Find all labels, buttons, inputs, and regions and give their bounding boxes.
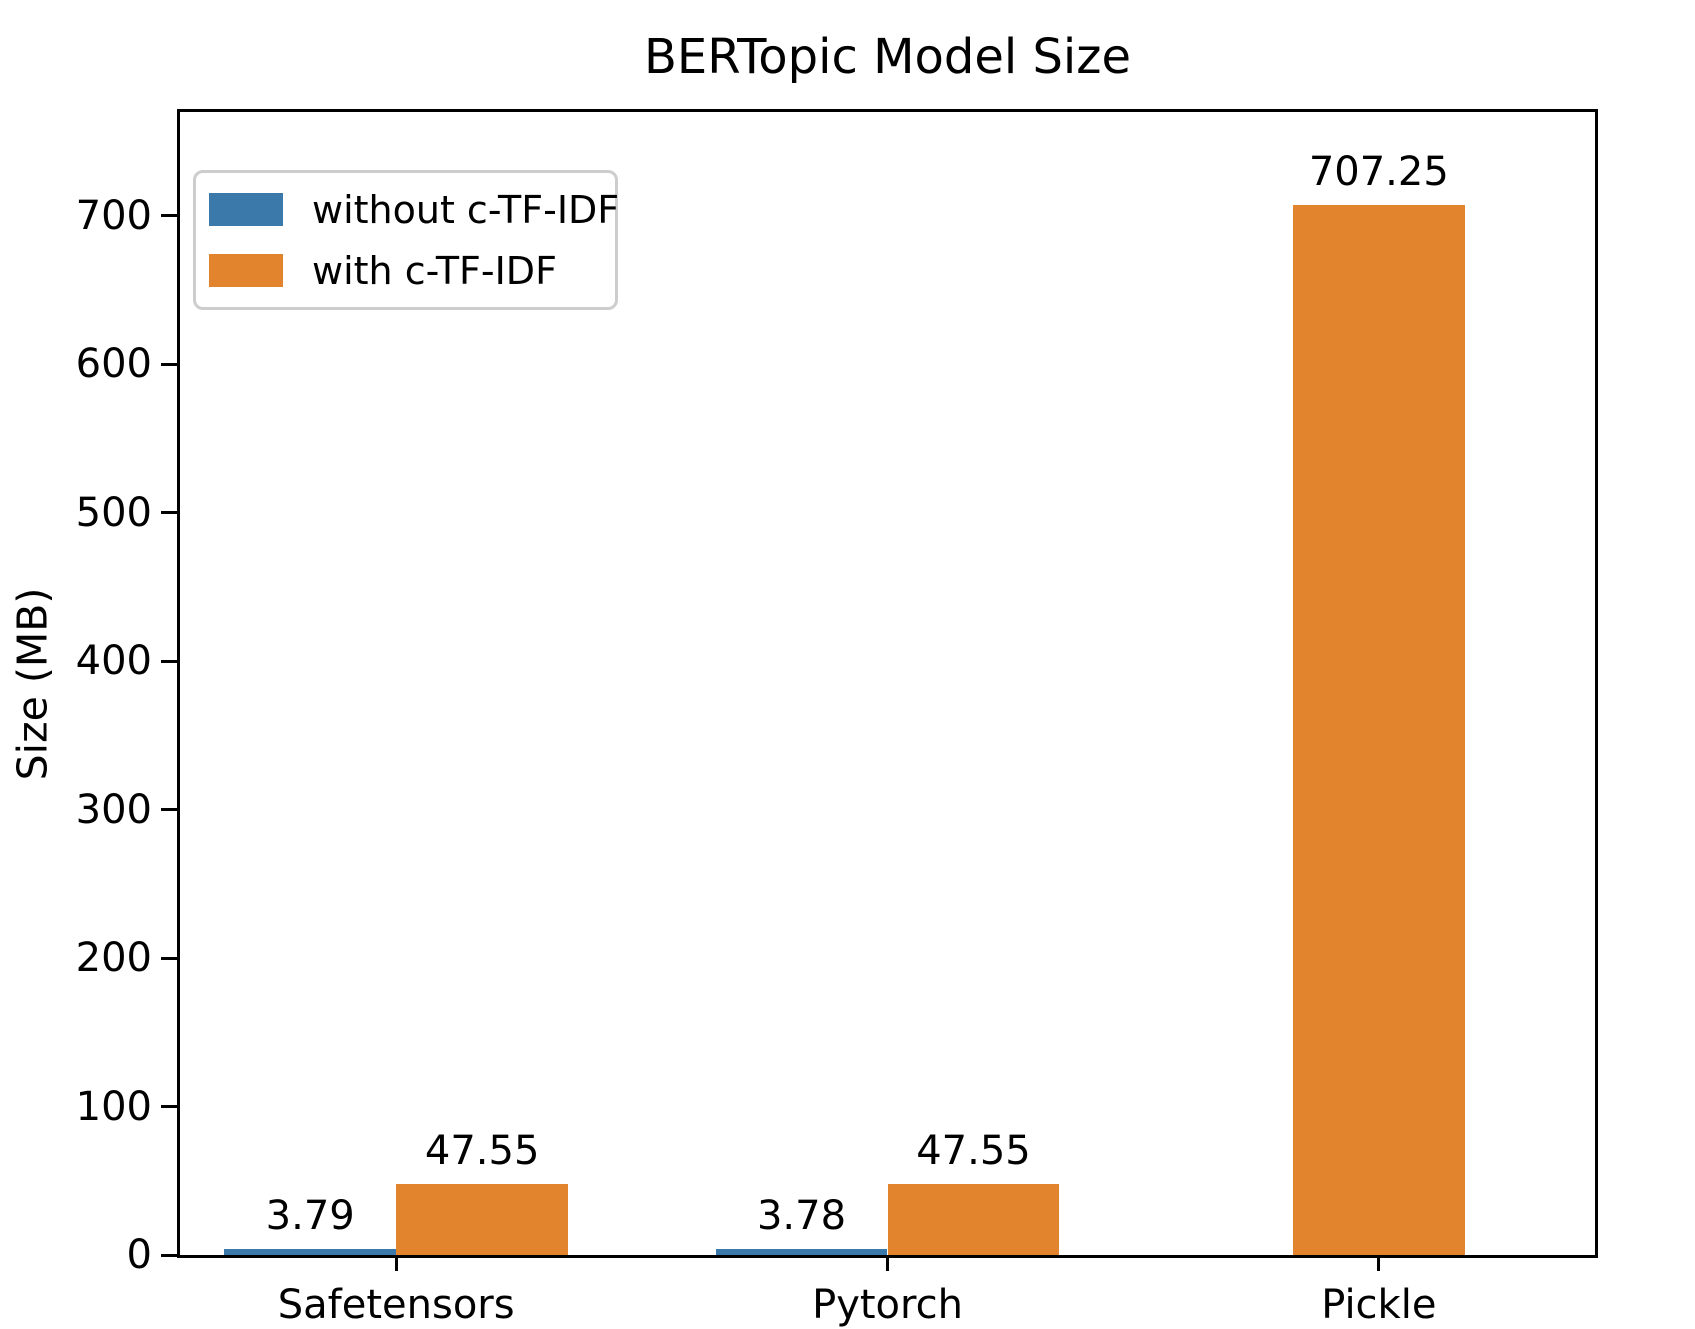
y-tick-mark	[161, 1105, 177, 1109]
legend-item-with-ctfidf: with c-TF-IDF	[209, 252, 615, 290]
y-tick-mark	[161, 1253, 177, 1257]
y-tick-mark	[161, 511, 177, 515]
legend-item-without-ctfidf: without c-TF-IDF	[209, 191, 619, 229]
y-tick-label: 300	[75, 786, 152, 833]
y-tick-mark	[161, 362, 177, 366]
chart-title: BERTopic Model Size	[643, 29, 1131, 85]
bar-value-label: 47.55	[916, 1128, 1031, 1175]
x-tick-label: Safetensors	[277, 1282, 515, 1328]
x-tick-mark	[1377, 1255, 1381, 1271]
bar	[396, 1184, 569, 1255]
bar	[887, 1184, 1060, 1255]
bar-value-label: 3.79	[265, 1193, 355, 1240]
x-tick-mark	[886, 1255, 889, 1271]
legend-label-with-ctfidf: with c-TF-IDF	[312, 248, 557, 293]
y-tick-mark	[161, 956, 177, 960]
y-tick-label: 100	[75, 1083, 152, 1130]
bar	[715, 1249, 888, 1255]
x-tick-label: Pytorch	[812, 1282, 963, 1328]
y-tick-mark	[161, 659, 177, 663]
y-tick-label: 500	[75, 489, 152, 536]
y-tick-mark	[161, 214, 177, 218]
bar	[224, 1249, 397, 1255]
bar-value-label: 707.25	[1308, 149, 1449, 196]
legend: without c-TF-IDF with c-TF-IDF	[193, 170, 619, 310]
y-tick-label: 0	[126, 1232, 152, 1278]
bar-value-label: 3.78	[756, 1193, 847, 1240]
y-tick-label: 400	[75, 638, 152, 685]
y-tick-mark	[161, 808, 177, 812]
bar	[1292, 205, 1465, 1255]
legend-label-without-ctfidf: without c-TF-IDF	[312, 187, 620, 232]
x-tick-mark	[394, 1255, 398, 1271]
y-tick-label: 600	[75, 341, 152, 388]
x-tick-label: Pickle	[1321, 1282, 1437, 1328]
legend-swatch-with-ctfidf	[209, 254, 283, 287]
y-tick-label: 700	[75, 192, 152, 239]
y-tick-label: 200	[75, 935, 152, 982]
legend-swatch-without-ctfidf	[209, 193, 283, 226]
y-axis-label: Size (MB)	[8, 587, 57, 781]
bar-value-label: 47.55	[424, 1128, 540, 1175]
